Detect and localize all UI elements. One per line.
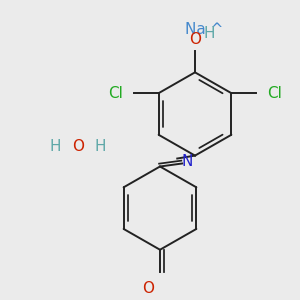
Text: H: H [203, 26, 215, 40]
Text: O: O [142, 281, 154, 296]
Text: H: H [94, 139, 106, 154]
Text: O: O [72, 139, 84, 154]
Text: Na ^: Na ^ [185, 22, 224, 37]
Text: O: O [189, 32, 201, 46]
Text: N: N [182, 154, 193, 169]
Text: Cl: Cl [267, 86, 282, 101]
Text: Cl: Cl [108, 86, 123, 101]
Text: H: H [49, 139, 61, 154]
